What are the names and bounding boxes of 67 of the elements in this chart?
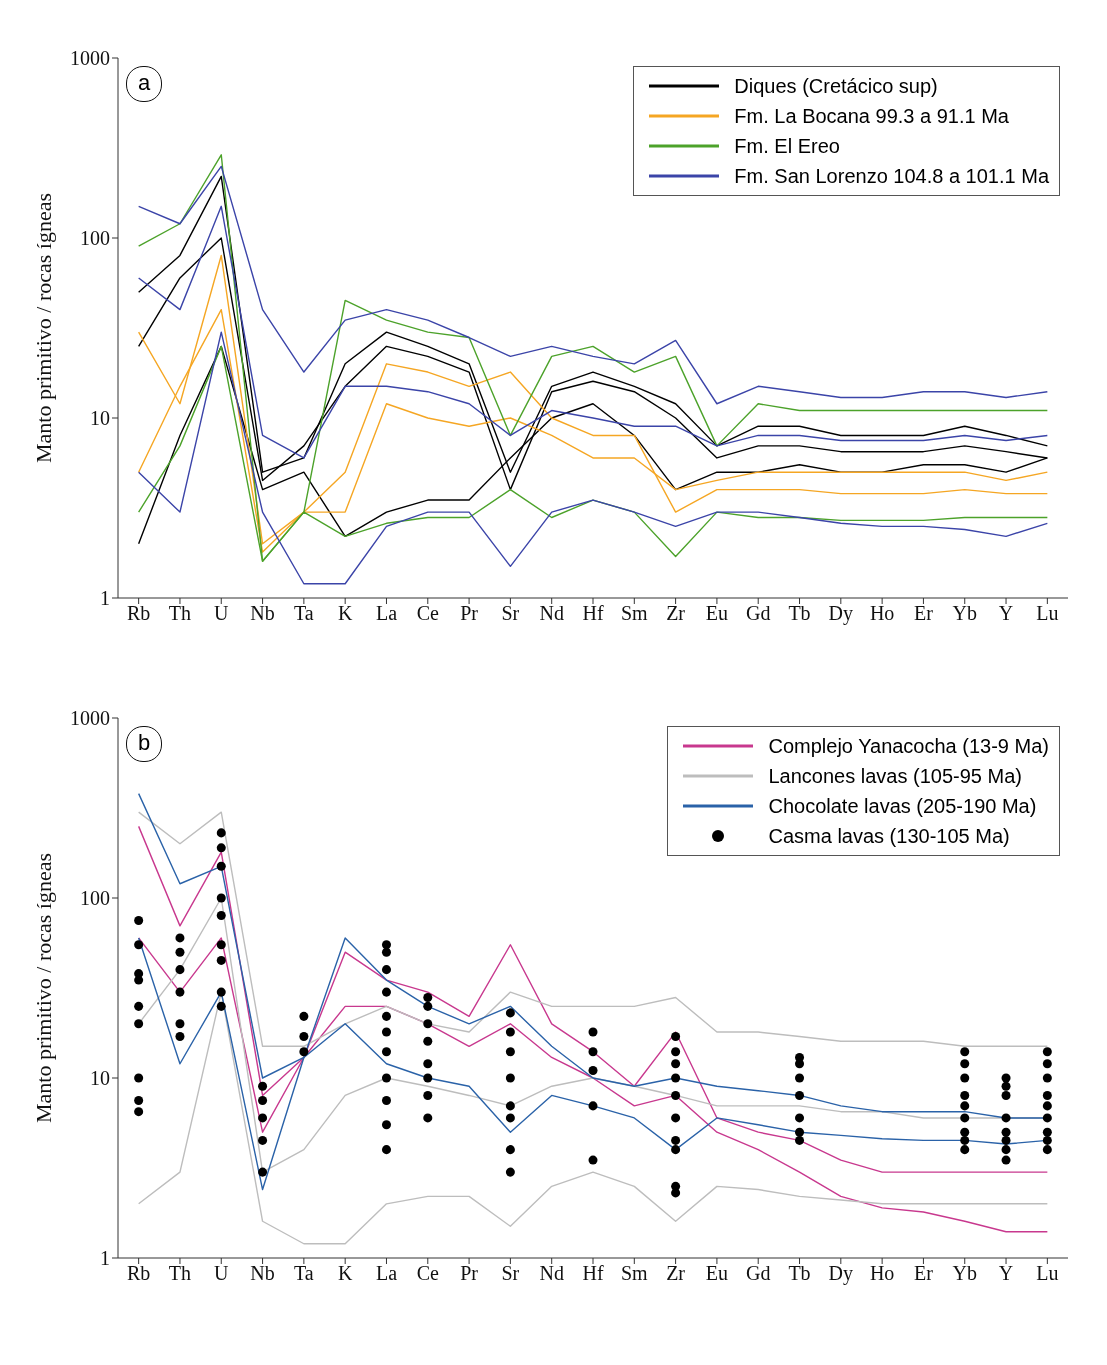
- annotation: b: [126, 726, 162, 762]
- x-tick-label: Tb: [788, 1262, 811, 1285]
- x-tick-label: Y: [998, 1262, 1014, 1285]
- x-tick-label: Sr: [501, 602, 520, 625]
- legend-label: Diques (Cretácico sup): [734, 74, 938, 98]
- x-tick-label: Yb: [952, 1262, 977, 1285]
- y-tick-label: 100: [80, 887, 110, 910]
- x-tick-label: Nb: [250, 602, 275, 625]
- y-tick-label: 10: [90, 1067, 110, 1090]
- x-tick-label: U: [214, 1262, 230, 1285]
- x-tick-label: Gd: [745, 602, 771, 625]
- x-tick-label: Ho: [869, 602, 895, 625]
- x-tick-label: Hf: [582, 1262, 604, 1285]
- x-tick-label: K: [337, 1262, 353, 1285]
- x-tick-label: Sm: [620, 1262, 649, 1285]
- x-tick-label: Er: [913, 602, 934, 625]
- x-tick-label: Ce: [416, 602, 440, 625]
- x-tick-label: Nd: [539, 1262, 564, 1285]
- y-tick-label: 100: [80, 227, 110, 250]
- x-tick-label: Dy: [828, 1262, 854, 1286]
- x-tick-label: Th: [168, 1262, 192, 1285]
- legend-label: Lancones lavas (105-95 Ma): [768, 764, 1022, 788]
- x-tick-label: Lu: [1036, 602, 1059, 625]
- x-tick-label: Lu: [1036, 1262, 1059, 1285]
- x-tick-label: Pr: [460, 602, 479, 625]
- x-tick-label: Sr: [501, 1262, 520, 1285]
- x-tick-label: Zr: [666, 1262, 686, 1285]
- x-tick-label: Eu: [705, 602, 729, 625]
- y-axis-title: Manto primitivo / rocas ígneas: [30, 852, 56, 1124]
- x-tick-label: Dy: [828, 602, 854, 626]
- legend-label: Complejo Yanacocha (13-9 Ma): [768, 734, 1049, 758]
- x-tick-label: La: [375, 1262, 398, 1285]
- x-tick-label: Th: [168, 602, 192, 625]
- annotation: a: [126, 66, 162, 102]
- x-tick-label: Gd: [745, 1262, 771, 1285]
- x-tick-label: Ta: [294, 1262, 314, 1285]
- x-tick-label: Zr: [666, 602, 686, 625]
- y-axis-title: Manto primitivo / rocas ígneas: [30, 192, 56, 464]
- x-tick-label: Sm: [620, 602, 649, 625]
- x-tick-label: Ce: [416, 1262, 440, 1285]
- x-tick-label: Nd: [539, 602, 564, 625]
- x-tick-label: La: [375, 602, 398, 625]
- x-tick-label: Ta: [294, 602, 314, 625]
- line-series: [137, 165, 1049, 405]
- x-tick-label: Eu: [705, 1262, 729, 1285]
- legend-label: Chocolate lavas (205-190 Ma): [768, 794, 1037, 818]
- x-tick-label: Nb: [250, 1262, 275, 1285]
- x-tick-label: Rb: [126, 602, 151, 625]
- legend-label: Casma lavas (130-105 Ma): [768, 824, 1010, 848]
- y-tick-label: 1: [100, 1247, 110, 1270]
- x-tick-label: Rb: [126, 1262, 151, 1285]
- y-tick-label: 1: [100, 587, 110, 610]
- x-tick-label: Pr: [460, 1262, 479, 1285]
- x-tick-label: K: [337, 602, 353, 625]
- legend-label: Fm. El Ereo: [734, 134, 840, 158]
- legend-label: Fm. San Lorenzo 104.8 a 101.1 Ma: [734, 164, 1049, 188]
- x-tick-label: Tb: [788, 602, 811, 625]
- x-tick-label: Hf: [582, 602, 604, 625]
- x-tick-label: U: [214, 602, 230, 625]
- legend-label: Fm. La Bocana 99.3 a 91.1 Ma: [734, 104, 1009, 128]
- x-tick-label: Ho: [869, 1262, 895, 1285]
- y-tick-label: 10: [90, 407, 110, 430]
- x-tick-label: Er: [913, 1262, 934, 1285]
- y-tick-label: 1000: [70, 47, 110, 70]
- x-tick-label: Y: [998, 602, 1014, 625]
- x-tick-label: Yb: [952, 602, 977, 625]
- y-tick-label: 1000: [70, 707, 110, 730]
